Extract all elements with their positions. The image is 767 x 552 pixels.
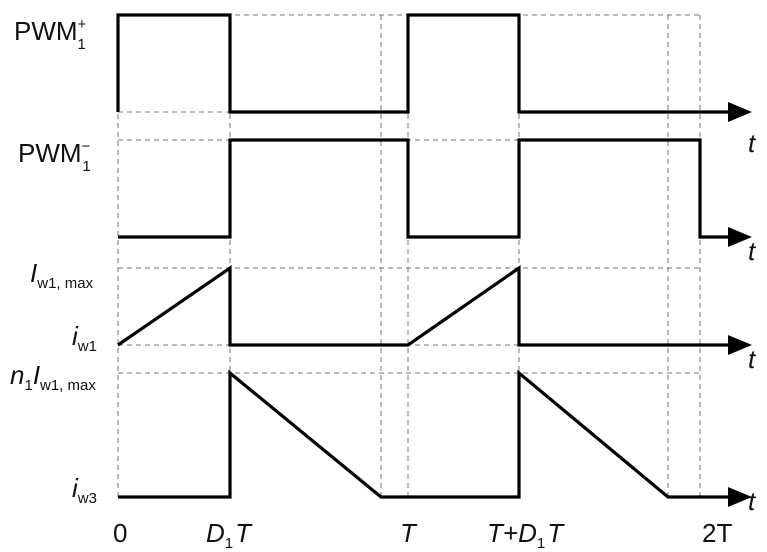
pwm1-plus-waveform (116, 13, 752, 122)
iw3-axis-arrowhead (728, 487, 752, 507)
iw3-axis-label: t (748, 486, 757, 516)
iw1-waveform (117, 264, 752, 355)
pwm1-minus-axis-label: t (748, 236, 757, 266)
row-labels: PWM+ 1 PWM− 1 Iw1, max iw1 n1Iw1, max iw3 (10, 16, 97, 507)
tick-zero: 0 (113, 518, 127, 548)
iw3-waveform (118, 369, 752, 507)
pwm1-plus-label: PWM+ 1 (14, 16, 87, 53)
pwm1-minus-label: PWM− 1 (18, 138, 91, 175)
iw1-axis-arrowhead (728, 335, 752, 355)
tick-t: T (400, 518, 418, 548)
iw1-axis-label: t (748, 344, 757, 374)
pwm1-minus-axis-arrowhead (728, 227, 752, 247)
axis-t-labels: t t t t (748, 128, 757, 516)
tick-2t: 2T (702, 518, 732, 548)
pwm1-minus-waveform (118, 138, 752, 247)
tick-t-plus-d1t: T+D1T (487, 518, 565, 552)
pwm1-plus-axis-label: t (748, 128, 757, 158)
iw1-label: iw1 (72, 321, 97, 355)
time-tick-labels: 0 D1T T T+D1T 2T (113, 518, 732, 552)
iw3-label: iw3 (72, 473, 97, 507)
n1-iw1-max-label: n1Iw1, max (10, 360, 96, 394)
tick-d1t: D1T (206, 518, 253, 552)
iw1-max-label: Iw1, max (30, 258, 94, 292)
pwm1-plus-axis-arrowhead (728, 102, 752, 122)
